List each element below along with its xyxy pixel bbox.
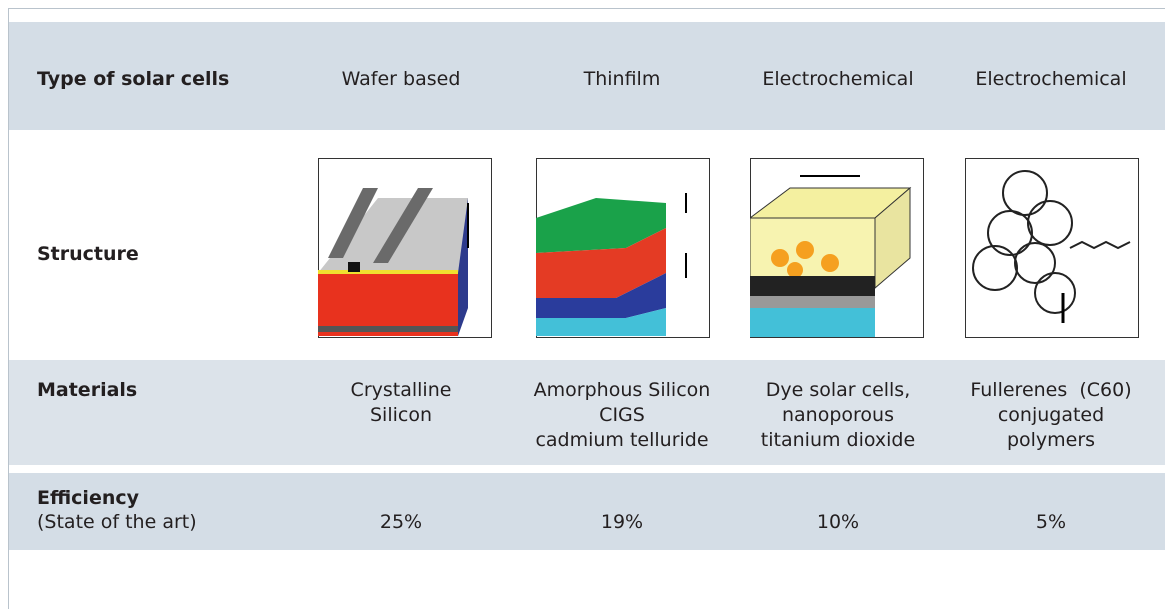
wafer-image <box>318 158 492 338</box>
column-header: Wafer based <box>341 68 461 90</box>
materials-cell: Amorphous Silicon <box>533 379 711 401</box>
efficiency-cell: 10% <box>816 511 860 533</box>
column-header: Thinfilm <box>583 68 661 90</box>
dye-cell-image <box>750 158 924 338</box>
materials-cell: nanoporous <box>782 404 894 426</box>
row-label: Materials <box>37 379 138 401</box>
materials-cell: cadmium telluride <box>535 429 709 451</box>
page: Type of solar cells Structure Materials … <box>8 8 1165 609</box>
materials-cell: polymers <box>1006 429 1096 451</box>
materials-cell: Fullerenes (C60) <box>970 379 1132 401</box>
efficiency-cell: 25% <box>379 511 423 533</box>
fullerene-image <box>965 158 1139 338</box>
materials-cell: Crystalline <box>350 379 452 401</box>
column-header: Electrochemical <box>762 68 914 90</box>
materials-row <box>9 360 1165 465</box>
row-label: Type of solar cells <box>37 68 230 90</box>
efficiency-cell: 19% <box>600 511 644 533</box>
efficiency-cell: 5% <box>1035 511 1067 533</box>
efficiency-row <box>9 473 1165 550</box>
row-label: Efficiency <box>37 487 140 509</box>
materials-cell: titanium dioxide <box>760 429 916 451</box>
frame <box>8 8 1165 609</box>
header-row <box>9 22 1165 130</box>
materials-cell: Silicon <box>369 404 432 426</box>
column-header: Electrochemical <box>975 68 1127 90</box>
row-label: Structure <box>37 243 139 265</box>
materials-cell: Dye solar cells, <box>765 379 911 401</box>
materials-cell: conjugated <box>997 404 1105 426</box>
row-sublabel: (State of the art) <box>37 511 197 533</box>
thinfilm-image <box>536 158 710 338</box>
materials-cell: CIGS <box>599 404 645 426</box>
